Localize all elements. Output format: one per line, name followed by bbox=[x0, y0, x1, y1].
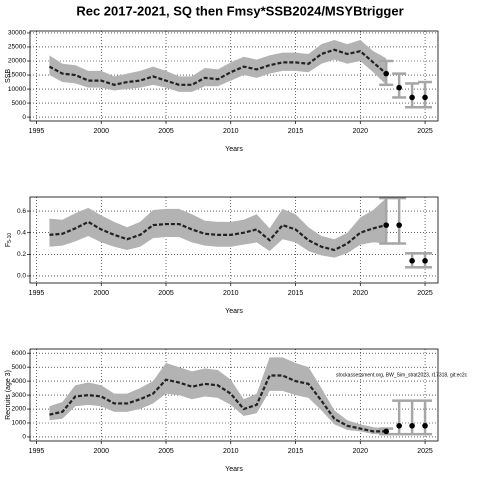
x-tick-label: 2005 bbox=[158, 448, 174, 455]
x-tick-label: 2015 bbox=[288, 128, 304, 135]
projection-point bbox=[422, 94, 428, 101]
y-tick-label: 0.2 bbox=[17, 251, 26, 258]
y-tick-label: 0 bbox=[22, 434, 26, 441]
x-tick-label: 1995 bbox=[29, 448, 45, 455]
y-axis-label-sub: 5-10 bbox=[7, 233, 13, 243]
x-tick-label: 2015 bbox=[288, 290, 304, 297]
y-tick-label: 2000 bbox=[12, 406, 27, 413]
x-tick-label: 2025 bbox=[417, 290, 433, 297]
y-tick-label: 0.0 bbox=[17, 273, 26, 280]
plot-frame bbox=[29, 348, 439, 442]
projection-point bbox=[383, 428, 389, 435]
y-tick-label: 0 bbox=[22, 114, 26, 121]
y-axis-label: F5-10 bbox=[5, 233, 13, 248]
y-tick-label: 1000 bbox=[12, 420, 27, 427]
x-tick-label: 1995 bbox=[29, 290, 45, 297]
y-tick-label: 0.4 bbox=[17, 229, 26, 236]
y-tick-label: 10000 bbox=[8, 86, 26, 93]
projection-point bbox=[409, 422, 415, 429]
x-tick-label: 2020 bbox=[352, 290, 368, 297]
x-tick-label: 2005 bbox=[158, 290, 174, 297]
y-axis-label: SSB bbox=[5, 69, 12, 83]
x-tick-label: 2000 bbox=[93, 448, 109, 455]
y-tick-label: 5000 bbox=[12, 364, 27, 371]
x-tick-label: 2010 bbox=[223, 290, 239, 297]
confidence-band bbox=[49, 198, 387, 258]
x-axis-label: Years bbox=[225, 146, 243, 153]
median-line bbox=[48, 48, 387, 86]
x-tick-label: 2005 bbox=[158, 128, 174, 135]
x-axis-label: Years bbox=[225, 466, 243, 473]
projection-point bbox=[396, 422, 402, 429]
y-tick-label: 4000 bbox=[12, 378, 27, 385]
confidence-band bbox=[49, 357, 387, 435]
projection-point bbox=[396, 84, 402, 91]
x-tick-label: 2025 bbox=[417, 448, 433, 455]
projection-point bbox=[409, 94, 415, 101]
projection-point bbox=[409, 258, 415, 264]
annotation: stockassessment.org, BW_Sim_strat2023, r… bbox=[336, 372, 468, 378]
projection-point bbox=[383, 70, 389, 77]
x-tick-label: 2025 bbox=[417, 128, 433, 135]
y-tick-label: 20000 bbox=[8, 58, 26, 65]
y-tick-label: 15000 bbox=[8, 72, 26, 79]
x-axis-label: Years bbox=[225, 308, 243, 315]
chart-title: Rec 2017-2021, SQ then Fmsy*SSB2024/MSYB… bbox=[76, 3, 403, 18]
y-axis-label-main: Recruits (age 3) bbox=[5, 370, 12, 420]
x-tick-label: 2020 bbox=[352, 448, 368, 455]
y-tick-label: 0.6 bbox=[17, 208, 26, 215]
projection-point bbox=[422, 258, 428, 264]
plot-frame bbox=[29, 30, 439, 122]
x-tick-label: 1995 bbox=[29, 128, 45, 135]
plot-frame bbox=[29, 196, 439, 284]
projection-point bbox=[383, 222, 389, 228]
projection-point bbox=[422, 422, 428, 429]
x-tick-label: 2010 bbox=[223, 448, 239, 455]
y-axis-label-main: F bbox=[5, 243, 12, 247]
y-tick-label: 5000 bbox=[12, 100, 27, 107]
median-line bbox=[49, 374, 387, 433]
x-tick-label: 2000 bbox=[93, 290, 109, 297]
median-line bbox=[49, 220, 387, 252]
y-tick-label: 30000 bbox=[8, 30, 26, 37]
confidence-band bbox=[49, 39, 387, 92]
y-tick-label: 6000 bbox=[12, 350, 27, 357]
projection-point bbox=[396, 222, 402, 228]
x-tick-label: 2010 bbox=[223, 128, 239, 135]
x-tick-label: 2000 bbox=[93, 128, 109, 135]
y-axis-label-main: SSB bbox=[5, 69, 12, 83]
y-axis-label: Recruits (age 3) bbox=[5, 370, 12, 420]
y-tick-label: 25000 bbox=[8, 44, 26, 51]
y-tick-label: 3000 bbox=[12, 392, 27, 399]
x-tick-label: 2020 bbox=[352, 128, 368, 135]
x-tick-label: 2015 bbox=[288, 448, 304, 455]
